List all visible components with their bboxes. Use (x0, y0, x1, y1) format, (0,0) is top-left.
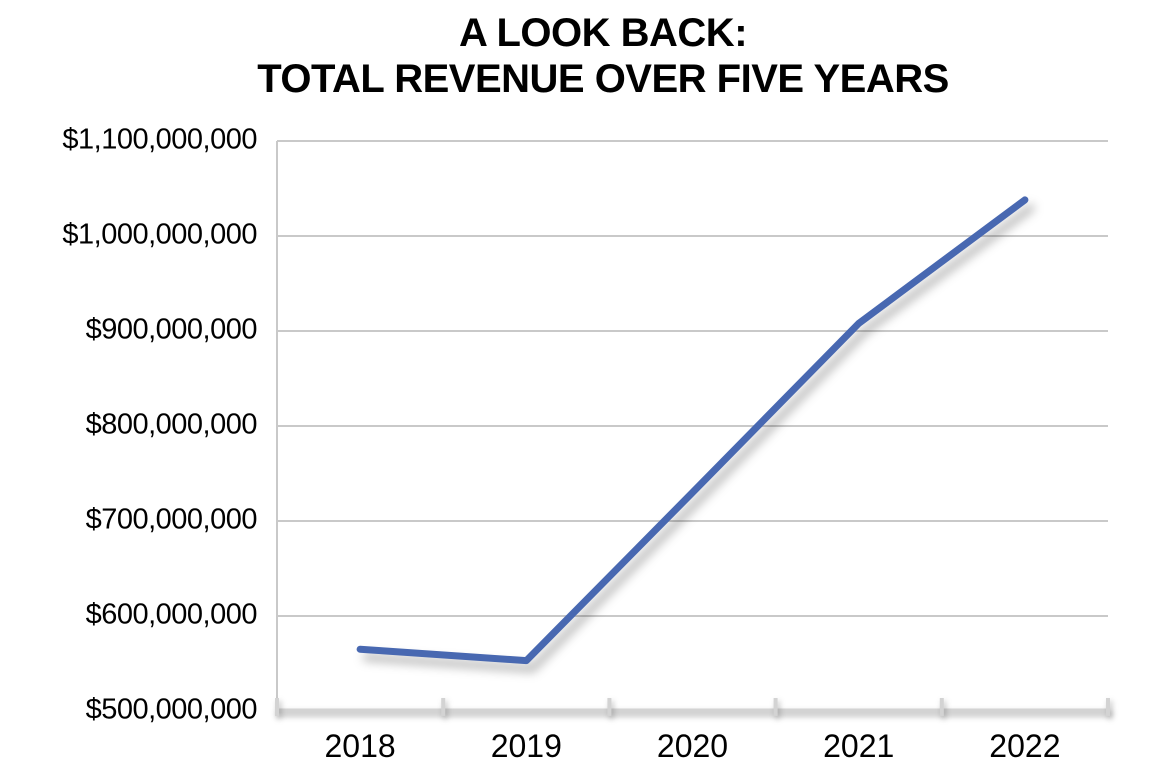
y-tick-label: $900,000,000 (86, 314, 257, 346)
x-tick-label: 2021 (823, 728, 894, 764)
y-tick-label: $600,000,000 (86, 599, 257, 631)
x-tick-label: 2019 (491, 728, 562, 764)
x-tick-label: 2022 (989, 728, 1060, 764)
x-tick-label: 2020 (657, 728, 728, 764)
chart-title: A LOOK BACK: TOTAL REVENUE OVER FIVE YEA… (0, 10, 1174, 102)
y-tick-label: $1,000,000,000 (62, 219, 257, 251)
chart-title-line1: A LOOK BACK: (458, 11, 748, 55)
y-tick-label: $500,000,000 (86, 694, 257, 726)
chart-title-line2: TOTAL REVENUE OVER FIVE YEARS (257, 57, 949, 101)
x-tick-label: 2018 (325, 728, 396, 764)
y-tick-label: $800,000,000 (86, 409, 257, 441)
revenue-line-series (356, 196, 1029, 665)
y-tick-label: $1,100,000,000 (62, 124, 257, 156)
y-tick-label: $700,000,000 (86, 504, 257, 536)
